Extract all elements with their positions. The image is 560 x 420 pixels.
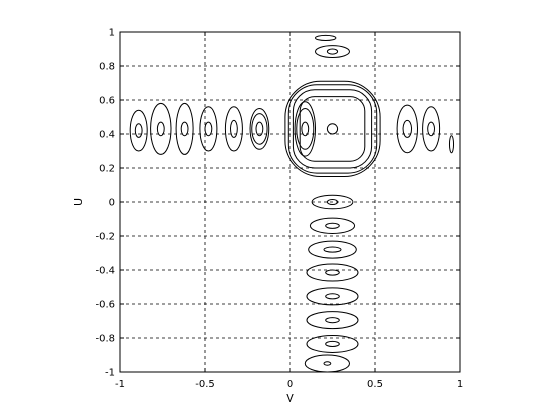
contour-ring — [326, 48, 339, 55]
contour-ring — [284, 80, 381, 177]
contour-group-bottom-lobe-8 — [304, 354, 350, 373]
contour-ring — [255, 121, 264, 137]
contour-ring — [296, 107, 315, 150]
contour-ring — [249, 107, 270, 150]
contour-ring — [325, 222, 340, 229]
contour-ring — [180, 121, 189, 137]
x-tick-label: 1 — [457, 379, 463, 390]
contour-ring — [326, 123, 339, 135]
x-tick-label: -1 — [115, 379, 125, 390]
contour-ring — [204, 121, 213, 137]
grid — [120, 32, 460, 372]
contour-ring — [150, 102, 172, 155]
contour-ring — [323, 246, 342, 253]
contour-ring — [402, 119, 413, 138]
contour-ring — [396, 104, 418, 154]
y-tick-label: -0.2 — [95, 232, 115, 243]
contour-ring — [134, 123, 143, 138]
contour-group-bottom-lobe-7 — [306, 334, 359, 353]
contour-ring — [306, 311, 359, 330]
contour-group-right-lobe-3 — [448, 135, 455, 154]
contour-group-left-lobe-5 — [175, 102, 194, 155]
y-axis-ticks: 1 0.8 0.6 0.4 0.2 0 -0.2 -0.4 -0.6 -0.8 -1 — [95, 28, 460, 379]
contour-ring — [199, 106, 218, 152]
contour-group-bottom-lobe-3 — [308, 240, 357, 259]
contour-ring — [306, 287, 359, 306]
contour-group-left-lobe-6 — [150, 102, 172, 155]
contour-ring — [448, 135, 455, 154]
contour-ring — [251, 113, 268, 145]
contour-ring — [325, 293, 340, 300]
contour-ring — [422, 106, 441, 152]
y-tick-label: -0.8 — [95, 334, 115, 345]
x-tick-label: 0.5 — [367, 379, 383, 390]
x-axis-label: V — [286, 392, 294, 405]
contour-group-left-lobe-2 — [249, 107, 270, 150]
contour-ring — [323, 361, 332, 366]
y-tick-label: 0.4 — [99, 130, 115, 141]
contour-ring — [175, 102, 194, 155]
contour-ring — [301, 121, 310, 137]
contour-ring — [224, 106, 243, 152]
contour-ring — [306, 263, 359, 282]
contour-group-right-lobe-2 — [422, 106, 441, 152]
y-tick-label: 0.8 — [99, 62, 115, 73]
y-tick-label: 1 — [109, 28, 115, 39]
contour-ring — [325, 317, 340, 324]
x-tick-label: -0.5 — [195, 379, 215, 390]
y-tick-label: -0.6 — [95, 300, 115, 311]
contour-group-left-lobe-4 — [199, 106, 218, 152]
contour-group-left-lobe-1 — [294, 101, 316, 157]
y-tick-label: -0.4 — [95, 266, 115, 277]
contour-ring — [427, 121, 436, 137]
contour-ring — [299, 96, 366, 162]
contour-ring — [315, 34, 337, 42]
contour-group-left-lobe-3 — [224, 106, 243, 152]
contour-ring — [304, 354, 350, 373]
x-axis-ticks: -1 -0.5 0 0.5 1 — [115, 32, 463, 390]
contour-ring — [326, 198, 339, 206]
contour-lines — [129, 34, 455, 373]
contour-ring — [325, 269, 340, 276]
contour-group-central-peak — [284, 80, 381, 177]
contour-ring — [292, 89, 373, 169]
y-tick-label: 0 — [109, 198, 115, 209]
contour-ring — [308, 240, 357, 259]
contour-ring — [294, 101, 316, 157]
y-axis-label: U — [72, 198, 85, 206]
contour-ring — [325, 340, 340, 348]
contour-group-bottom-lobe-4 — [306, 263, 359, 282]
contour-ring — [287, 84, 378, 174]
contour-group-bottom-lobe-5 — [306, 287, 359, 306]
y-tick-label: -1 — [105, 368, 115, 379]
contour-group-bottom-lobe-1 — [311, 194, 354, 210]
contour-ring — [315, 45, 350, 58]
contour-group-top-lobe-2 — [315, 34, 337, 42]
contour-group-bottom-lobe-6 — [306, 311, 359, 330]
contour-ring — [156, 121, 165, 137]
x-tick-label: 0 — [287, 379, 293, 390]
contour-ring — [306, 334, 359, 353]
contour-group-left-lobe-7 — [129, 109, 148, 152]
y-tick-label: 0.6 — [99, 96, 115, 107]
contour-group-right-lobe-1 — [396, 104, 418, 154]
contour-group-bottom-lobe-2 — [309, 217, 356, 234]
contour-ring — [230, 119, 238, 138]
contour-ring — [309, 217, 356, 234]
contour-ring — [311, 194, 354, 210]
contour-ring — [129, 109, 148, 152]
y-tick-label: 0.2 — [99, 164, 115, 175]
contour-group-top-lobe-1 — [315, 45, 350, 58]
